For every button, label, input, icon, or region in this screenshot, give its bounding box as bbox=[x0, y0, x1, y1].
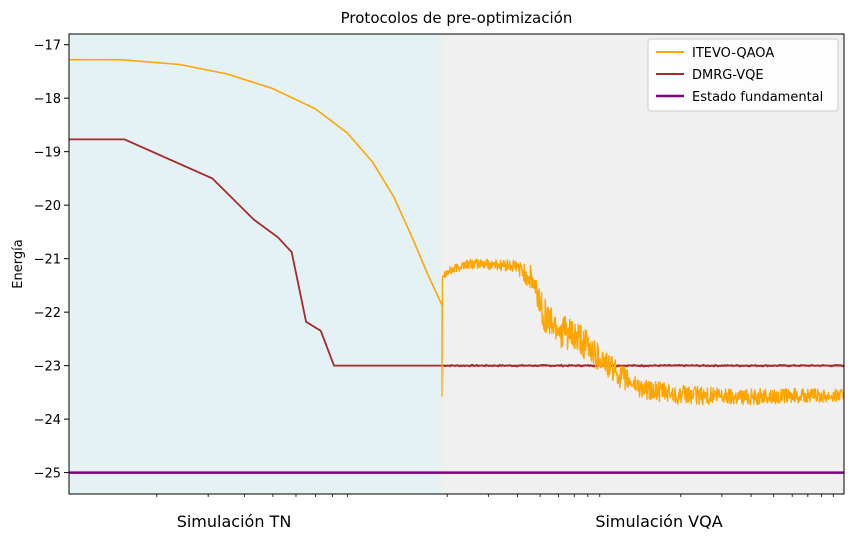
y-tick-label: −18 bbox=[34, 92, 61, 107]
region-tn-background bbox=[69, 34, 442, 494]
legend-box bbox=[647, 38, 839, 112]
y-tick-label: −20 bbox=[34, 199, 61, 214]
plot-frame bbox=[68, 33, 845, 495]
y-tick-label: −17 bbox=[34, 39, 61, 54]
region-tn-label: Simulación TN bbox=[177, 512, 292, 531]
legend-label-itevo-qaoa: ITEVO-QAOA bbox=[692, 46, 774, 61]
y-tick-label: −19 bbox=[34, 146, 61, 161]
y-tick-label: −22 bbox=[34, 306, 61, 321]
series-layer bbox=[69, 58, 845, 474]
series-itevo-qaoa-tn-line bbox=[69, 58, 443, 306]
series-dmrg-vqe-line bbox=[69, 138, 844, 367]
region-vqa-label: Simulación VQA bbox=[595, 512, 722, 531]
legend-label-estado-fundamental: Estado fundamental bbox=[692, 90, 823, 105]
series-dmrg-vqe-vqa-line bbox=[441, 363, 845, 368]
legend: ITEVO-QAOA DMRG-VQE Estado fundamental bbox=[647, 38, 839, 112]
y-tick-label: −21 bbox=[34, 253, 61, 268]
series-itevo-qaoa-vqa-line bbox=[441, 258, 845, 406]
y-tick-label: −23 bbox=[34, 360, 61, 375]
y-tick-label: −25 bbox=[34, 467, 61, 482]
chart-title: Protocolos de pre-optimización bbox=[341, 9, 573, 27]
legend-label-dmrg-vqe: DMRG-VQE bbox=[692, 68, 764, 83]
x-axis bbox=[156, 494, 834, 497]
y-tick-label: −24 bbox=[34, 413, 61, 428]
y-axis-label: Energía bbox=[11, 239, 26, 288]
y-axis: −17 −18 −19 −20 −21 −22 −23 −24 −25 bbox=[34, 39, 69, 482]
